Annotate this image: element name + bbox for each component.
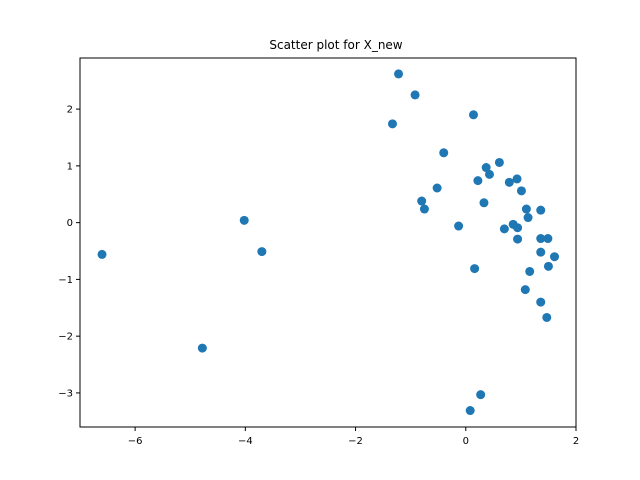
data-point [239,215,249,225]
data-point [520,285,530,295]
data-point [504,177,514,187]
data-point [550,252,560,262]
data-point [419,204,429,214]
data-point [513,234,523,244]
data-point [454,221,464,231]
data-point [536,247,546,257]
y-tick-label: 2 [67,105,73,116]
points-layer [97,69,560,416]
data-point [499,224,509,234]
data-point [465,406,475,416]
data-point [543,261,553,271]
data-point [516,186,526,196]
data-point [197,343,207,353]
x-tick-label: 2 [573,436,579,447]
x-tick-label: −6 [128,436,143,447]
chart-title: Scatter plot for X_new [269,38,402,52]
data-point [432,183,442,193]
data-point [479,198,489,208]
y-tick-label: 0 [67,218,73,229]
data-point [536,297,546,307]
data-point [417,196,427,206]
y-tick-label: 1 [67,161,73,172]
data-point [494,157,504,167]
data-point [97,249,107,259]
data-point [536,234,546,244]
data-point [481,163,491,173]
data-point [468,110,478,120]
data-point [470,264,480,274]
data-point [484,169,494,179]
data-point [523,213,533,223]
x-tick-label: −4 [238,436,253,447]
y-tick-label: −3 [58,388,73,399]
y-tick-label: −2 [58,332,73,343]
data-point [542,312,552,322]
ticks-layer: −6 −4 −2 0 2 −3 −2 −1 0 1 2 [58,105,579,447]
data-point [525,266,535,276]
data-point [513,223,523,233]
data-point [512,174,522,184]
y-tick-label: −1 [58,275,73,286]
x-tick-label: −2 [348,436,363,447]
data-point [521,204,531,214]
data-point [257,247,267,257]
x-tick-label: 0 [463,436,469,447]
data-point [543,234,553,244]
data-point [394,69,404,79]
data-point [536,205,546,215]
data-point [473,176,483,186]
data-point [387,119,397,129]
data-point [439,148,449,158]
plot-frame [79,57,577,428]
data-point [410,90,420,100]
data-point [476,390,486,400]
